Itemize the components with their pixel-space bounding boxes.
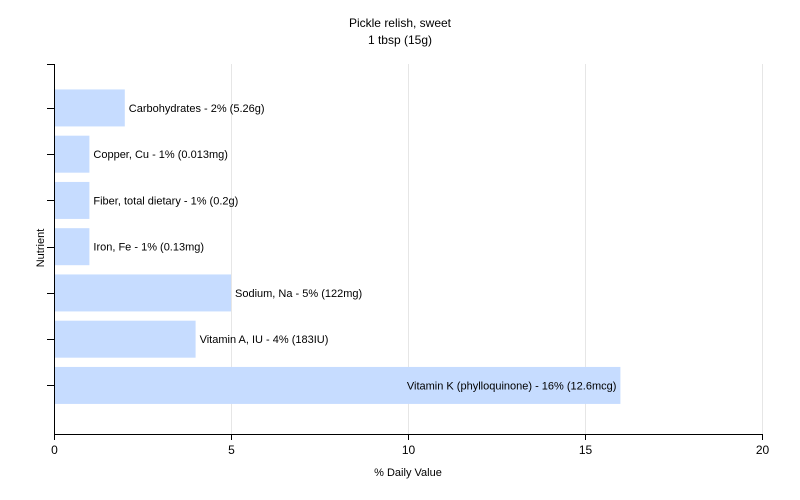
x-tick-label-2: 10 <box>402 443 416 457</box>
bar-0 <box>55 89 125 127</box>
y-axis-label: Nutrient <box>35 229 47 268</box>
bar-label-2: Fiber, total dietary - 1% (0.2g) <box>93 195 238 207</box>
bar-label-5: Vitamin A, IU - 4% (183IU) <box>200 334 329 346</box>
bar-5 <box>55 320 196 358</box>
bar-4 <box>55 274 231 312</box>
bar-label-4: Sodium, Na - 5% (122mg) <box>235 288 362 300</box>
x-tick-label-4: 20 <box>756 443 770 457</box>
axes: 0 5 10 15 20 <box>47 64 769 457</box>
bar-label-6: Vitamin K (phylloquinone) - 16% (12.6mcg… <box>407 380 617 392</box>
bar-6 <box>55 366 621 404</box>
bars: Carbohydrates - 2% (5.26g) Copper, Cu - 1… <box>55 89 621 404</box>
chart-subtitle: 1 tbsp (15g) <box>368 33 432 47</box>
chart-title: Pickle relish, sweet <box>349 16 452 30</box>
x-tick-label-1: 5 <box>228 443 235 457</box>
x-axis-label: % Daily Value <box>374 467 442 479</box>
bar-3 <box>55 228 90 266</box>
bar-1 <box>55 135 90 173</box>
bar-label-0: Carbohydrates - 2% (5.26g) <box>129 103 265 115</box>
x-tick-label-0: 0 <box>51 443 58 457</box>
bar-2 <box>55 181 90 219</box>
bar-label-3: Iron, Fe - 1% (0.13mg) <box>93 242 204 254</box>
x-tick-label-3: 15 <box>579 443 593 457</box>
bar-label-1: Copper, Cu - 1% (0.013mg) <box>93 149 228 161</box>
